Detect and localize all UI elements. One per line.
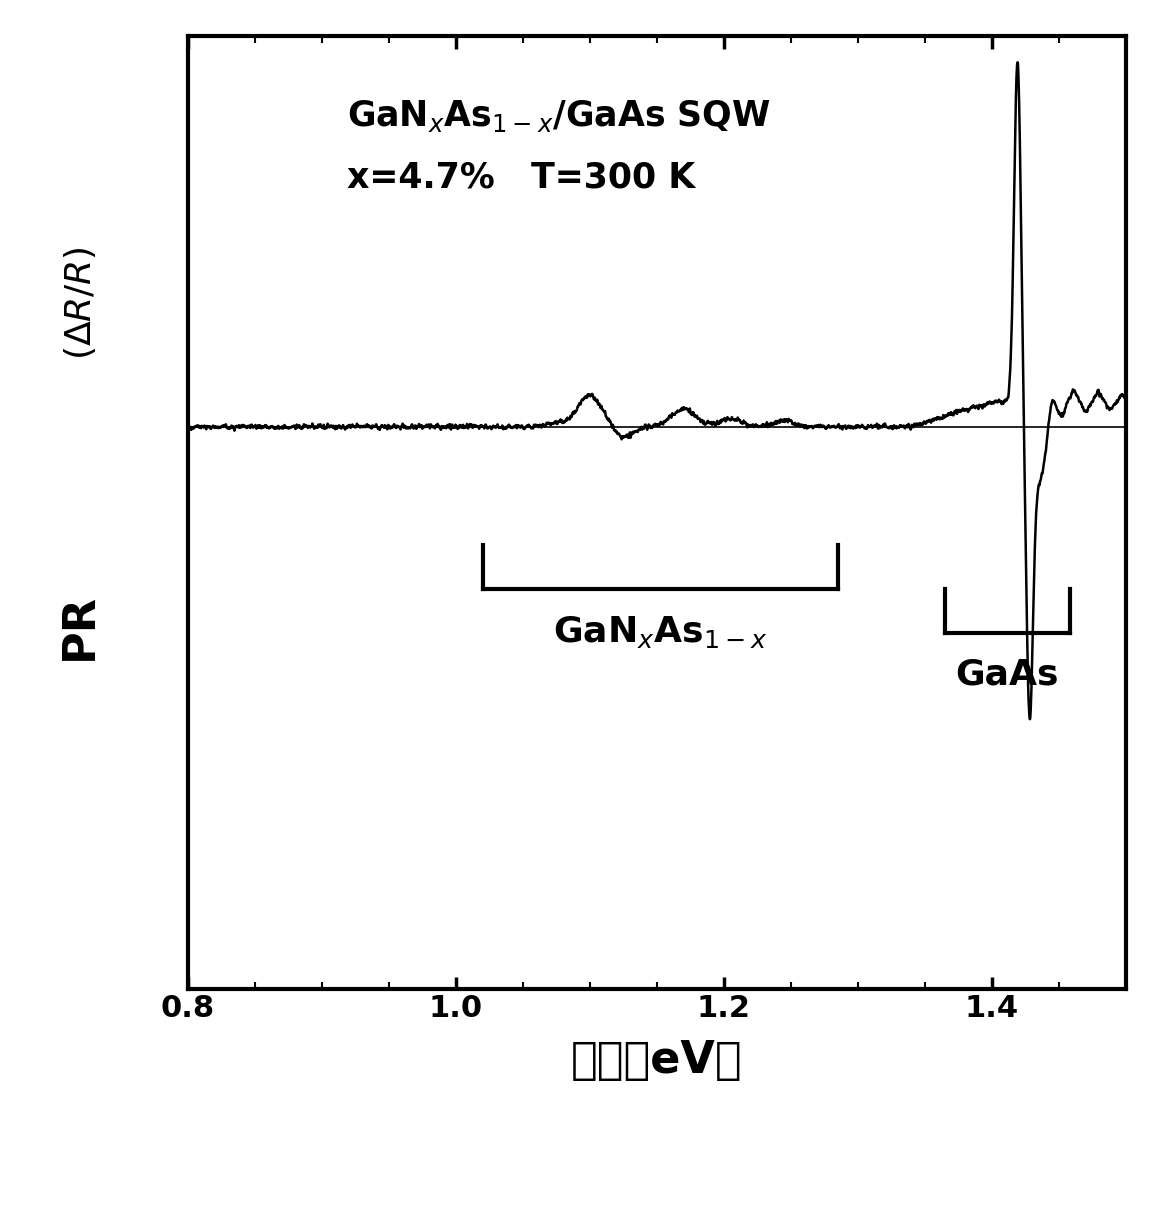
- Text: GaAs: GaAs: [956, 657, 1059, 692]
- Text: GaN$_x$As$_{1-x}$/GaAs SQW: GaN$_x$As$_{1-x}$/GaAs SQW: [347, 98, 771, 134]
- Text: PR: PR: [59, 593, 101, 661]
- X-axis label: 能量（eV）: 能量（eV）: [571, 1040, 743, 1083]
- Text: x=4.7%   T=300 K: x=4.7% T=300 K: [347, 160, 696, 194]
- Text: $(\Delta R/R)$: $(\Delta R/R)$: [62, 246, 97, 359]
- Text: GaN$_x$As$_{1-x}$: GaN$_x$As$_{1-x}$: [552, 614, 767, 650]
